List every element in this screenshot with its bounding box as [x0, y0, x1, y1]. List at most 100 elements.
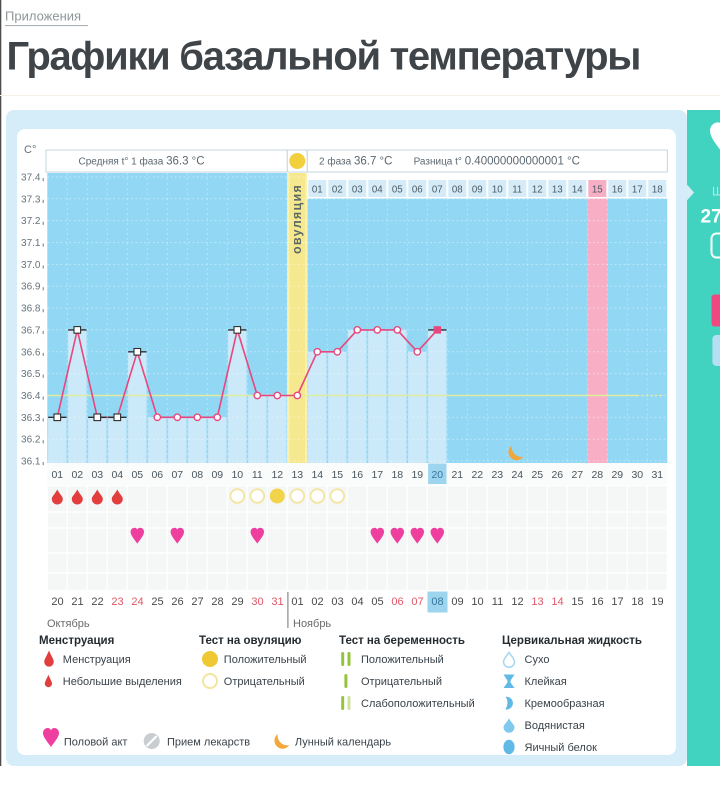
svg-text:13: 13 — [552, 185, 563, 196]
svg-text:22: 22 — [91, 596, 103, 608]
svg-text:Ноябрь: Ноябрь — [293, 618, 331, 630]
svg-text:Положительный: Положительный — [361, 654, 444, 666]
svg-text:08: 08 — [191, 469, 203, 481]
svg-text:Менструация: Менструация — [63, 654, 131, 666]
svg-text:29: 29 — [231, 596, 243, 608]
svg-text:16: 16 — [612, 185, 623, 196]
svg-text:Половой акт: Половой акт — [64, 737, 128, 749]
svg-text:27: 27 — [571, 469, 583, 481]
svg-text:23: 23 — [491, 469, 503, 481]
svg-text:06: 06 — [391, 596, 403, 608]
svg-text:15: 15 — [592, 185, 603, 196]
svg-text:Разница t° 0.40000000000001 °C: Разница t° 0.40000000000001 °C — [414, 156, 580, 168]
svg-text:05: 05 — [131, 469, 143, 481]
svg-text:27: 27 — [701, 207, 720, 228]
svg-text:03: 03 — [352, 185, 363, 196]
svg-text:Сухо: Сухо — [525, 654, 550, 666]
svg-text:10: 10 — [471, 596, 483, 608]
svg-text:16: 16 — [591, 596, 603, 608]
svg-text:Слабоположительный: Слабоположительный — [361, 698, 475, 710]
svg-text:Цервикальная жидкость: Цервикальная жидкость — [502, 635, 642, 647]
svg-text:Положительный: Положительный — [224, 654, 307, 666]
svg-text:Приложения: Приложения — [5, 9, 81, 24]
svg-text:01: 01 — [291, 596, 303, 608]
svg-text:12: 12 — [271, 469, 283, 481]
svg-text:06: 06 — [412, 185, 423, 196]
svg-text:11: 11 — [252, 469, 263, 481]
svg-text:21: 21 — [451, 469, 463, 481]
svg-text:Отрицательный: Отрицательный — [361, 676, 442, 688]
svg-text:11: 11 — [492, 596, 503, 608]
svg-text:Тест на овуляцию: Тест на овуляцию — [199, 635, 302, 647]
svg-text:11: 11 — [512, 185, 522, 196]
svg-text:23: 23 — [111, 596, 123, 608]
svg-text:37.4: 37.4 — [21, 173, 41, 184]
svg-text:37.3: 37.3 — [21, 194, 41, 205]
svg-text:36.1: 36.1 — [21, 457, 41, 468]
svg-text:20: 20 — [431, 469, 443, 481]
svg-text:28: 28 — [591, 469, 603, 481]
svg-text:37.1: 37.1 — [21, 238, 41, 249]
svg-text:Небольшие выделения: Небольшие выделения — [63, 676, 182, 688]
svg-text:14: 14 — [572, 185, 583, 196]
svg-text:36.6: 36.6 — [21, 347, 41, 358]
svg-text:07: 07 — [411, 596, 423, 608]
svg-text:26: 26 — [551, 469, 563, 481]
svg-text:09: 09 — [451, 596, 463, 608]
svg-text:28: 28 — [211, 596, 223, 608]
svg-text:02: 02 — [311, 596, 323, 608]
svg-text:20: 20 — [51, 596, 63, 608]
svg-text:02: 02 — [71, 469, 83, 481]
svg-text:17: 17 — [371, 469, 383, 481]
svg-text:19: 19 — [651, 596, 663, 608]
svg-text:Менструация: Менструация — [39, 635, 114, 647]
svg-text:Графики базальной температуры: Графики базальной температуры — [7, 35, 641, 79]
svg-text:03: 03 — [91, 469, 103, 481]
svg-text:12: 12 — [532, 185, 543, 196]
svg-text:02: 02 — [332, 185, 343, 196]
svg-text:C°: C° — [24, 144, 36, 156]
svg-text:05: 05 — [392, 185, 403, 196]
svg-text:18: 18 — [631, 596, 643, 608]
svg-text:10: 10 — [231, 469, 243, 481]
svg-text:30: 30 — [251, 596, 263, 608]
svg-text:13: 13 — [291, 469, 303, 481]
svg-text:06: 06 — [151, 469, 163, 481]
svg-text:36.9: 36.9 — [21, 282, 41, 293]
svg-text:Отрицательный: Отрицательный — [224, 676, 305, 688]
svg-text:13: 13 — [531, 596, 543, 608]
svg-text:Октябрь: Октябрь — [47, 618, 90, 630]
svg-text:15: 15 — [571, 596, 583, 608]
svg-text:03: 03 — [331, 596, 343, 608]
svg-text:04: 04 — [351, 596, 363, 608]
svg-text:36.4: 36.4 — [21, 391, 41, 402]
svg-text:Прием лекарств: Прием лекарств — [167, 737, 250, 749]
svg-text:36.2: 36.2 — [21, 435, 41, 446]
svg-text:36.3: 36.3 — [21, 413, 41, 424]
svg-text:09: 09 — [211, 469, 223, 481]
svg-text:37.2: 37.2 — [21, 216, 41, 227]
svg-text:16: 16 — [351, 469, 363, 481]
svg-text:31: 31 — [651, 469, 663, 481]
svg-text:2 фаза 36.7 °C: 2 фаза 36.7 °C — [319, 156, 392, 168]
svg-text:29: 29 — [611, 469, 623, 481]
svg-text:36.7: 36.7 — [21, 325, 41, 336]
svg-text:04: 04 — [111, 469, 123, 481]
svg-text:25: 25 — [151, 596, 163, 608]
svg-text:07: 07 — [171, 469, 183, 481]
svg-text:14: 14 — [311, 469, 323, 481]
svg-text:08: 08 — [452, 185, 463, 196]
svg-text:17: 17 — [632, 185, 643, 196]
svg-text:Лунный календарь: Лунный календарь — [295, 737, 392, 749]
svg-text:05: 05 — [371, 596, 383, 608]
svg-text:26: 26 — [171, 596, 183, 608]
svg-text:24: 24 — [131, 596, 143, 608]
svg-text:18: 18 — [652, 185, 663, 196]
svg-text:01: 01 — [312, 185, 323, 196]
svg-text:37.0: 37.0 — [21, 260, 41, 271]
svg-text:Яичный белок: Яичный белок — [525, 742, 598, 754]
svg-text:08: 08 — [431, 596, 443, 608]
svg-text:27: 27 — [191, 596, 203, 608]
svg-text:Шан: Шан — [712, 185, 720, 199]
svg-text:30: 30 — [631, 469, 643, 481]
